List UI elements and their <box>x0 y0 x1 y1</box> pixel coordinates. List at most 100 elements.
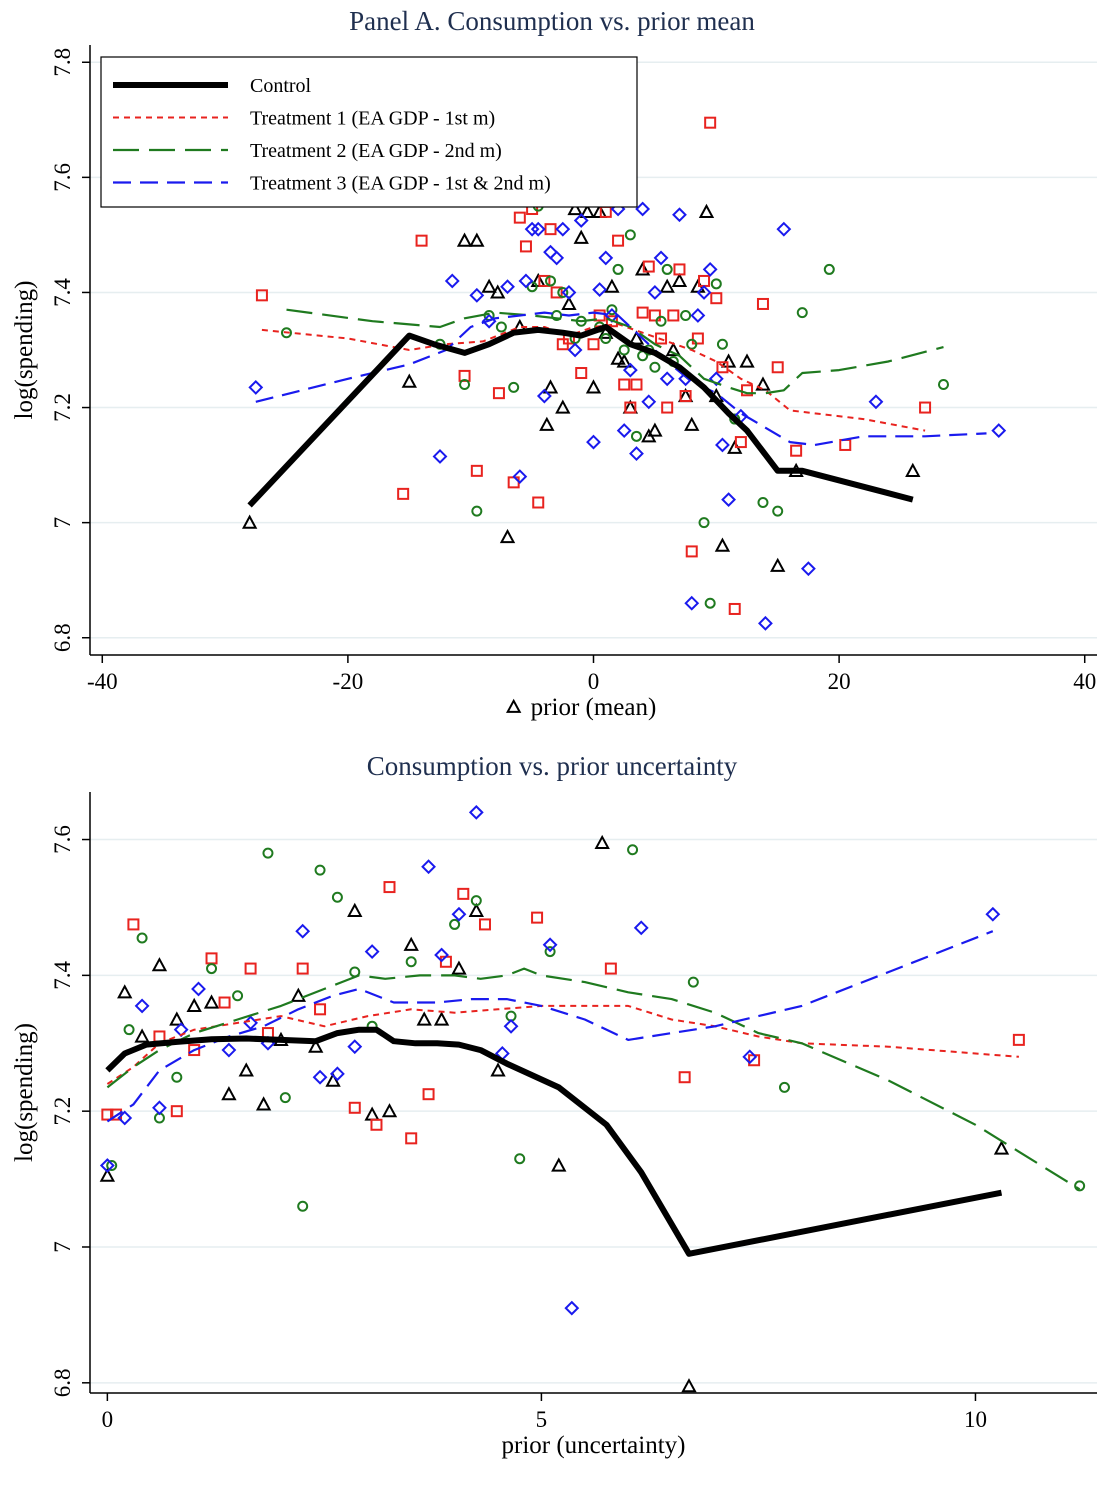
point-circle <box>649 361 661 373</box>
point-square <box>1012 1033 1025 1046</box>
point-square <box>153 1030 166 1043</box>
x-tick-label: 40 <box>1073 669 1096 694</box>
point-triangle <box>364 1106 380 1121</box>
point-diamond <box>868 394 884 410</box>
series-treatment-2-ea-gdp-2nd-m <box>106 844 1086 1212</box>
point-circle <box>612 263 624 275</box>
point-circle <box>686 338 698 350</box>
point-circle <box>297 1200 309 1212</box>
point-triangle <box>542 379 559 394</box>
point-diamond <box>690 308 706 323</box>
point-diamond <box>598 250 614 266</box>
point-diamond <box>503 1018 519 1034</box>
point-diamond <box>134 998 150 1014</box>
point-triangle <box>468 902 484 917</box>
point-diamond <box>629 446 644 461</box>
point-triangle <box>555 399 571 414</box>
point-circle <box>778 1081 790 1093</box>
point-triangle <box>255 1096 272 1111</box>
point-triangle <box>381 1103 398 1118</box>
point-triangle <box>499 528 516 544</box>
point-circle <box>655 315 667 327</box>
y-axis-title: log(spending) <box>11 1023 38 1162</box>
point-diamond <box>421 859 436 875</box>
point-circle <box>123 1024 135 1036</box>
point-circle <box>471 505 483 517</box>
point-diamond <box>295 923 311 939</box>
chart-panel-b: 6.8 7 7.2 7.4 7.6 0 5 10 prior (uncertainty) log(… <box>11 792 1097 1459</box>
point-circle <box>627 844 639 856</box>
point-square <box>405 1132 418 1145</box>
point-diamond <box>364 944 380 960</box>
point-diamond <box>653 250 669 266</box>
point-diamond <box>432 449 448 464</box>
fit-line-treatment-1-ea-gdp-1st-m <box>106 1004 1019 1085</box>
point-square <box>618 378 631 391</box>
y-tick-label: 7.4 <box>50 960 75 989</box>
point-square <box>439 955 452 968</box>
point-triangle <box>594 834 610 850</box>
point-triangle <box>241 514 258 529</box>
point-diamond <box>117 1110 133 1126</box>
point-diamond <box>542 937 558 953</box>
point-square <box>415 234 428 247</box>
y-tick-label: 7.8 <box>50 48 75 77</box>
point-circle <box>680 309 692 321</box>
point-triangle <box>401 373 417 388</box>
point-square <box>839 438 852 451</box>
point-diamond <box>684 595 700 611</box>
point-square <box>457 887 470 900</box>
x-axis-title: prior (mean) <box>531 694 657 721</box>
point-diamond <box>991 423 1007 438</box>
point-triangle <box>238 1062 254 1077</box>
y-tick-label: 7.4 <box>50 278 75 307</box>
point-triangle <box>698 203 715 218</box>
point-triangle <box>169 1011 185 1026</box>
point-square <box>575 367 588 380</box>
point-triangle <box>551 1157 567 1172</box>
point-diamond <box>434 947 449 963</box>
point-diamond <box>512 469 528 485</box>
point-diamond <box>555 221 571 237</box>
point-square <box>630 378 643 391</box>
point-circle <box>470 895 482 907</box>
point-square <box>314 1003 327 1016</box>
point-triangle <box>221 1086 237 1101</box>
point-square <box>492 387 505 400</box>
point-diamond <box>312 1069 328 1085</box>
legend-label: Control <box>250 75 312 97</box>
point-square <box>685 545 698 558</box>
point-diamond <box>742 1049 758 1065</box>
point-triangle <box>671 272 688 288</box>
point-circle <box>710 278 722 290</box>
point-triangle <box>99 1167 116 1182</box>
point-triangle <box>714 537 731 552</box>
point-triangle <box>770 557 786 572</box>
point-circle <box>495 321 507 333</box>
point-square <box>244 962 257 975</box>
point-circle <box>698 517 710 529</box>
point-circle <box>171 1071 183 1083</box>
point-diamond <box>500 279 515 295</box>
point-diamond <box>451 906 467 922</box>
point-diamond <box>221 1042 237 1058</box>
point-triangle <box>573 229 589 244</box>
x-tick-label: 0 <box>102 1407 114 1432</box>
point-diamond <box>647 285 663 300</box>
point-square <box>531 911 544 924</box>
point-square <box>478 918 491 931</box>
series-treatment-1-ea-gdp-1st-m <box>101 881 1025 1145</box>
x-tick-label: 5 <box>536 1407 548 1432</box>
point-square <box>470 464 483 477</box>
point-circle <box>729 413 741 425</box>
point-circle <box>206 963 218 975</box>
point-square <box>741 384 754 397</box>
point-square <box>691 332 704 345</box>
point-diamond <box>536 388 552 404</box>
point-square <box>704 116 717 129</box>
point-circle <box>314 864 326 876</box>
x-tick-label: -40 <box>87 669 118 694</box>
series-treatment-1-ea-gdp-1st-m <box>255 116 932 615</box>
point-triangle <box>616 353 632 368</box>
point-square <box>667 309 680 322</box>
